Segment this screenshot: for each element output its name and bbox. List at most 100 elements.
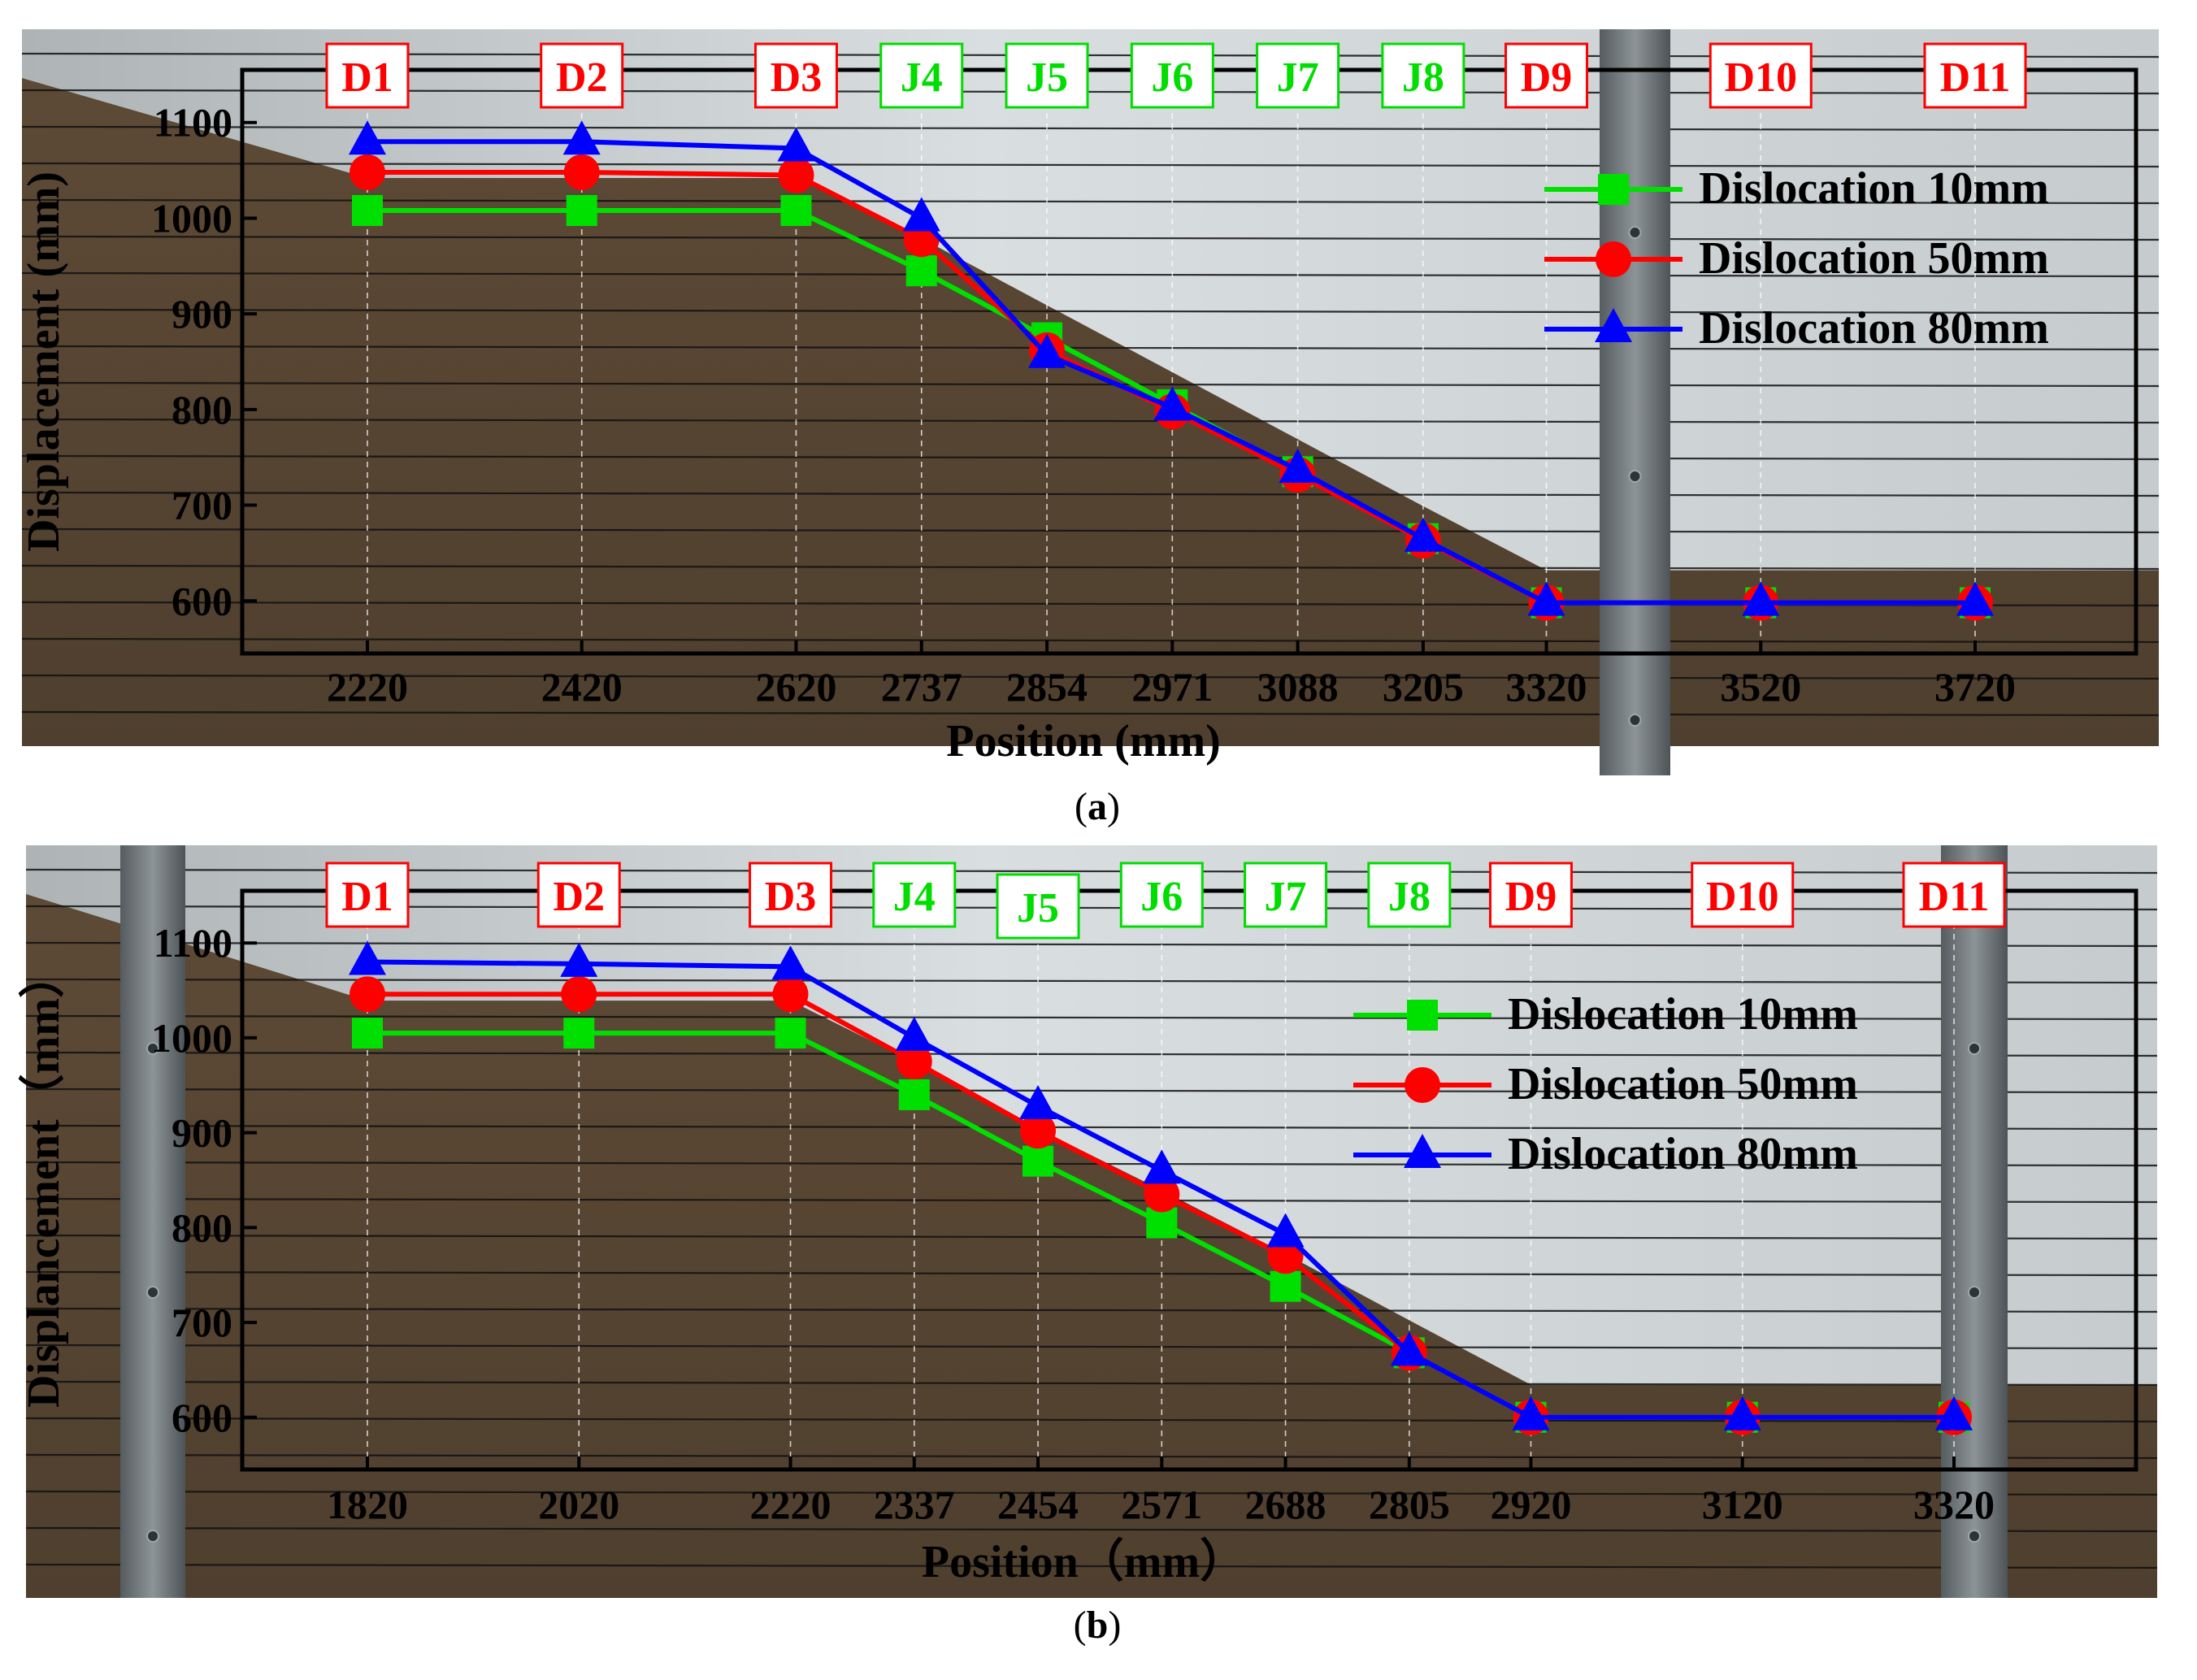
point-tag-box <box>1244 862 1328 928</box>
series-triangle <box>349 940 1973 1430</box>
y-tick-label: 700 <box>172 483 232 528</box>
data-point <box>1390 1331 1428 1366</box>
survey-wire <box>21 637 2160 644</box>
point-tag-box <box>1256 42 1340 109</box>
point-tag-label: J7 <box>1277 54 1319 101</box>
survey-wire <box>25 1197 2158 1204</box>
steel-post <box>1600 29 1670 775</box>
point-tag-box <box>1488 862 1573 928</box>
panel-caption-part: a <box>1088 785 1107 828</box>
legend-label: Dislocation 80mm <box>1508 1129 1858 1179</box>
point-tag-label: J5 <box>1017 885 1059 931</box>
point-tag-label: D11 <box>1940 54 2011 101</box>
survey-wire <box>25 1087 2158 1094</box>
point-tag-label: J8 <box>1388 874 1431 920</box>
x-tick-label: 2020 <box>538 1482 619 1527</box>
point-tag-label: D1 <box>341 54 393 101</box>
point-tag-label: D2 <box>553 874 605 920</box>
data-point <box>772 976 809 1013</box>
point-tag-box <box>1709 42 1813 109</box>
panel-caption-part: ) <box>1107 785 1120 828</box>
point-tag-box <box>996 873 1080 940</box>
x-axis-title: Position（mm） <box>922 1536 1245 1587</box>
point-tag-box <box>325 42 410 109</box>
point-tag-label: D10 <box>1706 874 1779 920</box>
x-tick-label: 2805 <box>1369 1482 1450 1527</box>
x-tick-label: 3720 <box>1934 664 2016 710</box>
point-tag-box <box>1119 862 1204 928</box>
point-tag-box <box>536 862 621 928</box>
point-tag-box <box>872 862 957 928</box>
data-point <box>1019 1084 1057 1119</box>
bolt <box>146 1530 159 1543</box>
legend: Dislocation 10mm Dislocation 50mm Dislocat… <box>1544 163 2049 354</box>
data-point <box>1028 333 1066 368</box>
bolt <box>1628 714 1642 727</box>
data-point <box>349 120 386 155</box>
bolt <box>146 1042 159 1055</box>
data-point <box>352 1018 383 1049</box>
y-tick-label: 900 <box>172 291 232 336</box>
survey-wire <box>21 308 2160 315</box>
bolt <box>1628 470 1642 483</box>
y-tick-label: 900 <box>172 1110 232 1156</box>
data-point <box>1270 1270 1301 1302</box>
data-point <box>905 255 937 287</box>
x-tick-label: 2337 <box>874 1482 955 1527</box>
legend-marker <box>1598 174 1629 205</box>
point-tag-label: J7 <box>1265 874 1307 920</box>
point-tag-label: D1 <box>341 874 393 920</box>
point-tag-box <box>1005 42 1089 109</box>
y-tick-label: 800 <box>172 1205 232 1250</box>
point-tag-box <box>879 42 964 109</box>
x-tick-label: 2220 <box>327 664 408 710</box>
data-point <box>1935 1396 1973 1430</box>
point-tag-label: D3 <box>765 874 817 920</box>
point-tag-label: D10 <box>1724 54 1797 101</box>
x-tick-label: 2920 <box>1490 1482 1571 1527</box>
survey-wire <box>25 1307 2158 1313</box>
point-tag-box <box>1130 42 1214 109</box>
survey-wire <box>25 1563 2158 1569</box>
x-tick-label: 2854 <box>1006 664 1088 710</box>
survey-wire <box>21 271 2160 278</box>
data-point <box>350 976 385 1013</box>
survey-wire <box>25 1234 2158 1240</box>
y-tick-label: 1000 <box>151 195 232 241</box>
survey-wire <box>21 527 2160 534</box>
point-tag-label: D9 <box>1505 874 1557 920</box>
point-tag-label: D3 <box>771 54 823 101</box>
point-tag-label: J6 <box>1140 874 1183 920</box>
legend-label: Dislocation 50mm <box>1508 1059 1858 1109</box>
survey-wire <box>25 1490 2158 1496</box>
legend-marker <box>1595 308 1632 342</box>
point-tag-box <box>1902 862 2006 928</box>
x-tick-label: 2620 <box>755 664 836 710</box>
data-point <box>1144 1176 1180 1213</box>
data-point <box>771 945 810 980</box>
chart-panel-a: 600 700 800 900 1000 1100 2220 2420 2620 2737 2854… <box>19 29 2160 828</box>
legend: Dislocation 10mm Dislocation 50mm Dislocat… <box>1353 989 1858 1179</box>
data-point <box>777 127 815 162</box>
point-tag-label: J4 <box>901 54 943 101</box>
y-tick-label: 1100 <box>154 100 232 145</box>
bolt <box>1968 1042 1981 1055</box>
data-point <box>895 1016 933 1051</box>
survey-wire <box>21 710 2160 717</box>
point-tag-label: D2 <box>556 54 608 101</box>
x-tick-label: 2737 <box>881 664 962 710</box>
background-photo <box>21 29 2160 775</box>
point-tag-label: J8 <box>1402 54 1444 101</box>
survey-wire <box>25 941 2158 948</box>
survey-wire <box>21 235 2160 241</box>
data-point <box>1742 581 1780 616</box>
data-point <box>1956 581 1994 616</box>
survey-wire <box>21 381 2160 388</box>
point-tag-box <box>1504 42 1589 109</box>
x-axis-title: Position (mm) <box>946 716 1221 766</box>
survey-wire <box>21 491 2160 497</box>
data-point <box>1143 1149 1181 1184</box>
data-point <box>561 976 597 1013</box>
survey-wire <box>25 1380 2158 1387</box>
